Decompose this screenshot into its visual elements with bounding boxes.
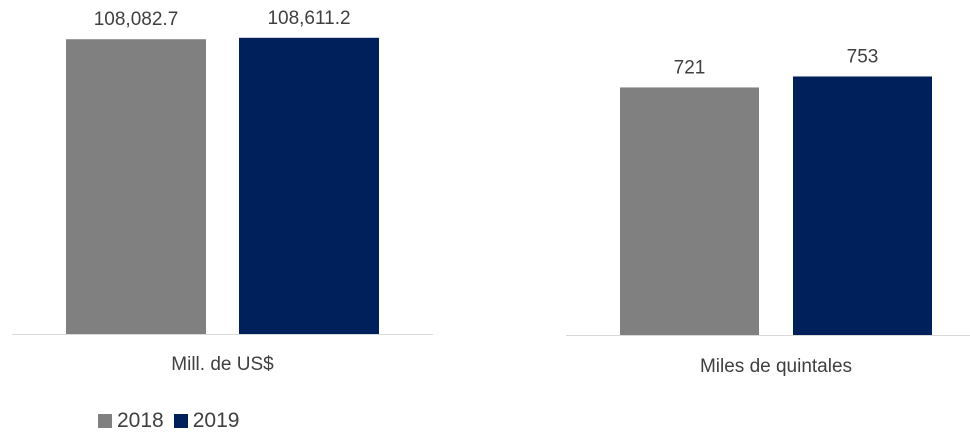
legend-swatch-2018 <box>98 414 112 428</box>
data-label-quintales-2018: 721 <box>674 57 706 78</box>
bar-usd-2018 <box>66 39 206 334</box>
data-label-usd-2018: 108,082.7 <box>94 9 179 30</box>
x-category-label: Mill. de US$ <box>171 354 274 375</box>
legend-label-2018: 2018 <box>117 409 164 432</box>
bar-usd-2019 <box>239 37 379 335</box>
data-label-quintales-2019: 753 <box>847 46 879 67</box>
legend-label-2019: 2019 <box>192 409 240 432</box>
legend-swatch-2019 <box>173 414 188 428</box>
chart-right-panel: 721 753 Miles de quintales <box>566 46 970 377</box>
legend-item-2019: 2019 <box>173 409 240 433</box>
data-label-usd-2019: 108,611.2 <box>267 8 350 29</box>
legend-item-2018: 2018 <box>98 409 164 433</box>
bar-quintales-2019 <box>793 76 932 335</box>
bar-quintales-2018 <box>620 87 759 335</box>
x-category-label: Miles de quintales <box>700 356 852 377</box>
chart-legend: 2018 2019 <box>98 409 239 433</box>
chart-left-panel: 108,082.7 108,611.2 Mill. de US$ <box>12 8 433 375</box>
